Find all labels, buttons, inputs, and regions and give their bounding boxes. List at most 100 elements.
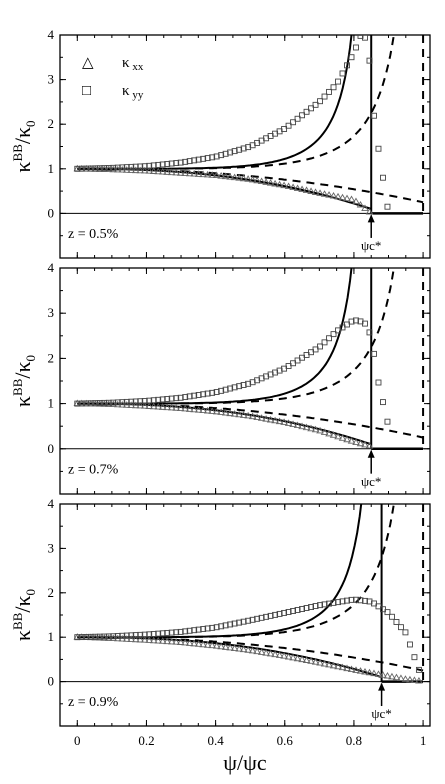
marker-kxx: [316, 189, 324, 196]
marker-kyy: [119, 399, 126, 406]
marker-kxx: [217, 642, 225, 650]
dashed-curve-upper: [181, 504, 395, 638]
marker-kyy: [321, 93, 328, 100]
marker-kxx: [289, 653, 297, 661]
marker-kxx: [293, 421, 302, 429]
marker-kxx: [73, 164, 82, 172]
marker-kyy: [321, 601, 328, 608]
marker-kyy: [146, 162, 153, 169]
marker-kyy: [150, 631, 157, 637]
marker-kyy: [339, 598, 346, 605]
marker-kyy: [137, 163, 144, 170]
psi-star-label: ψc*: [371, 706, 391, 721]
marker-kxx: [352, 438, 360, 446]
marker-kxx: [212, 407, 221, 415]
marker-kxx: [140, 636, 149, 643]
marker-kyy: [200, 626, 207, 632]
marker-kyy: [200, 391, 207, 398]
marker-kyy: [362, 597, 368, 604]
marker-kxx: [104, 400, 113, 407]
y-tick-label: 0: [48, 674, 55, 689]
x-tick-label: 0.2: [138, 733, 154, 748]
marker-kyy: [299, 606, 306, 612]
marker-kyy: [330, 599, 337, 606]
marker-kyy: [375, 145, 382, 152]
marker-kxx: [284, 652, 293, 660]
dashed-curve-lower: [180, 405, 424, 439]
marker-kyy: [195, 156, 202, 163]
z-label: z = 0.7%: [68, 463, 119, 478]
marker-kxx: [329, 191, 338, 199]
marker-kyy: [204, 625, 211, 632]
marker-kxx: [275, 180, 284, 188]
marker-kxx: [361, 440, 369, 448]
psi-star-label: ψc*: [361, 238, 381, 253]
marker-kxx: [374, 670, 383, 677]
legend-entry: κ xx: [122, 55, 144, 73]
marker-kyy: [195, 392, 202, 398]
marker-kxx: [190, 170, 198, 177]
y-tick-label: 1: [48, 629, 55, 644]
marker-kxx: [154, 167, 162, 175]
y-tick-label: 0: [48, 441, 55, 456]
marker-kxx: [266, 179, 275, 186]
y-tick-label: 3: [48, 540, 55, 555]
marker-kxx: [311, 658, 320, 665]
y-tick-label: 3: [48, 72, 55, 87]
marker-kyy: [209, 389, 216, 396]
plot-area: [73, 268, 425, 451]
marker-kyy: [155, 396, 162, 403]
marker-kxx: [230, 644, 239, 651]
marker-kyy: [213, 389, 220, 395]
marker-kyy: [128, 398, 135, 405]
y-tick-label: 4: [48, 496, 55, 511]
marker-kxx: [230, 410, 239, 417]
marker-kxx: [352, 666, 360, 673]
marker-kxx: [149, 636, 158, 644]
marker-kxx: [248, 646, 257, 654]
marker-kxx: [199, 170, 207, 178]
marker-kyy: [146, 631, 153, 638]
marker-kyy: [74, 400, 81, 407]
marker-kxx: [356, 667, 365, 674]
marker-kyy: [245, 617, 252, 624]
x-axis-label: ψ/ψc: [223, 750, 267, 775]
marker-kxx: [100, 400, 109, 407]
marker-kyy: [330, 331, 337, 338]
legend-square-icon: □: [82, 83, 91, 99]
marker-kxx: [266, 415, 275, 423]
marker-kxx: [199, 406, 207, 414]
marker-kxx: [73, 633, 82, 640]
marker-kxx: [280, 418, 288, 425]
marker-kyy: [173, 629, 180, 636]
marker-kyy: [276, 367, 283, 374]
marker-kxx: [190, 405, 198, 413]
marker-kxx: [104, 165, 113, 173]
marker-kyy: [402, 629, 409, 636]
psi-arrowhead: [367, 214, 375, 223]
marker-kyy: [195, 626, 202, 633]
marker-kxx: [334, 192, 342, 200]
marker-kxx: [136, 635, 145, 643]
marker-kyy: [87, 165, 94, 172]
marker-kyy: [272, 611, 279, 618]
marker-kxx: [154, 402, 162, 410]
marker-kyy: [371, 112, 377, 119]
marker-kxx: [145, 636, 153, 643]
marker-kxx: [383, 671, 392, 679]
marker-kxx: [248, 175, 257, 183]
marker-kyy: [308, 604, 314, 610]
marker-kxx: [262, 415, 270, 422]
marker-kyy: [92, 165, 99, 172]
marker-kyy: [245, 144, 252, 151]
marker-kxx: [244, 646, 252, 653]
marker-kxx: [185, 169, 194, 177]
marker-kxx: [185, 405, 194, 412]
marker-kyy: [330, 84, 337, 91]
marker-kxx: [275, 651, 284, 658]
marker-kyy: [227, 149, 234, 156]
marker-kyy: [105, 165, 112, 171]
marker-kyy: [263, 613, 270, 620]
marker-kxx: [226, 173, 234, 180]
x-tick-label: 0.8: [346, 733, 362, 748]
